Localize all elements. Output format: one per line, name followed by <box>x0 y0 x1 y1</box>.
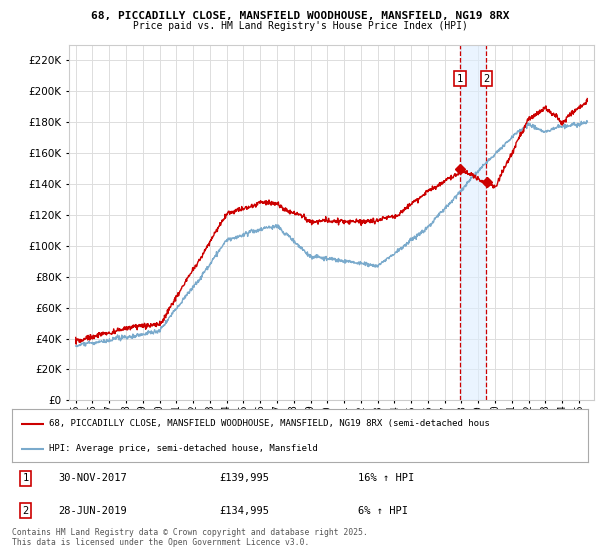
Text: 1: 1 <box>457 74 463 84</box>
Text: 16% ↑ HPI: 16% ↑ HPI <box>358 473 414 483</box>
Text: 68, PICCADILLY CLOSE, MANSFIELD WOODHOUSE, MANSFIELD, NG19 8RX (semi-detached ho: 68, PICCADILLY CLOSE, MANSFIELD WOODHOUS… <box>49 419 490 428</box>
Text: 28-JUN-2019: 28-JUN-2019 <box>58 506 127 516</box>
Text: 2: 2 <box>484 74 490 84</box>
Text: £134,995: £134,995 <box>220 506 269 516</box>
Text: HPI: Average price, semi-detached house, Mansfield: HPI: Average price, semi-detached house,… <box>49 444 318 453</box>
Text: Contains HM Land Registry data © Crown copyright and database right 2025.
This d: Contains HM Land Registry data © Crown c… <box>12 528 368 547</box>
Text: 2: 2 <box>22 506 29 516</box>
Text: 1: 1 <box>22 473 29 483</box>
Text: £139,995: £139,995 <box>220 473 269 483</box>
Text: 6% ↑ HPI: 6% ↑ HPI <box>358 506 407 516</box>
Bar <box>460 45 487 400</box>
Text: 68, PICCADILLY CLOSE, MANSFIELD WOODHOUSE, MANSFIELD, NG19 8RX: 68, PICCADILLY CLOSE, MANSFIELD WOODHOUS… <box>91 11 509 21</box>
Text: Price paid vs. HM Land Registry's House Price Index (HPI): Price paid vs. HM Land Registry's House … <box>133 21 467 31</box>
Text: 30-NOV-2017: 30-NOV-2017 <box>58 473 127 483</box>
